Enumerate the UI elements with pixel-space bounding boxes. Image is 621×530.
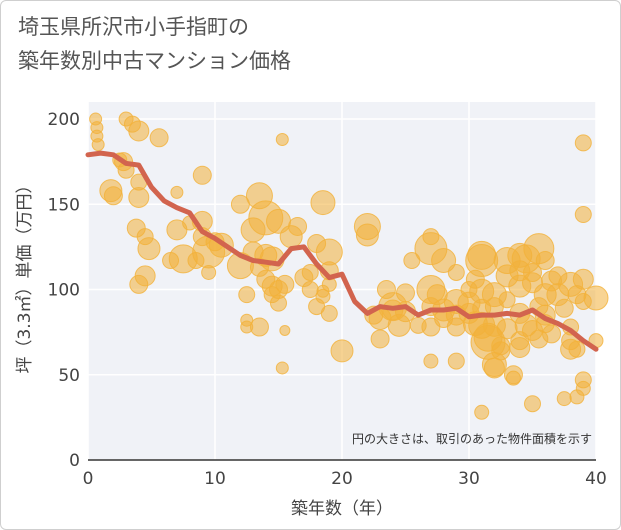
bubble-point	[316, 284, 330, 298]
bubble-point	[575, 380, 591, 396]
bubble-point	[91, 138, 105, 152]
x-tick-labels: 0 10 20 30 40	[83, 469, 607, 489]
x-tick-label: 30	[458, 469, 480, 489]
y-axis-label: 坪（3.3㎡）単価（万円）	[15, 176, 35, 373]
chart-title: 埼玉県所沢市小手指町の 築年数別中古マンション価格	[18, 10, 291, 78]
y-tick-label: 0	[69, 451, 80, 471]
bubble-point	[279, 324, 291, 336]
x-tick-label: 40	[585, 469, 607, 489]
y-tick-label: 100	[48, 281, 80, 301]
chart-title-line-2: 築年数別中古マンション価格	[18, 49, 291, 73]
bubble-point	[465, 244, 499, 278]
bubble-point	[103, 186, 123, 206]
bubble-point	[275, 133, 289, 147]
bubble-point	[554, 298, 574, 318]
bubble-point	[249, 317, 269, 337]
bubble-point	[330, 339, 354, 363]
bubble-point	[422, 228, 440, 246]
bubble-point	[509, 336, 531, 358]
bubble-point	[238, 286, 256, 304]
bubble-point	[310, 190, 336, 216]
bubble-point	[574, 206, 592, 224]
bubble-point	[447, 352, 465, 370]
bubble-point	[483, 357, 505, 379]
bubble-point	[275, 361, 289, 375]
bubble-point	[505, 370, 521, 386]
bubble-point	[370, 329, 390, 349]
bubble-point	[396, 283, 415, 303]
bubble-point	[498, 291, 516, 309]
bubble-point	[431, 248, 457, 274]
y-tick-label: 150	[48, 195, 80, 215]
x-tick-label: 10	[204, 469, 226, 489]
bubble-point	[301, 263, 319, 281]
bubble-point	[315, 238, 343, 266]
bubble-point	[288, 216, 308, 236]
y-tick-label: 50	[58, 366, 80, 386]
bubble-point	[128, 120, 150, 142]
bubble-point	[542, 324, 562, 344]
bubble-point	[355, 223, 379, 247]
bubble-point	[423, 353, 439, 369]
bubble-point	[491, 341, 511, 361]
bubble-point	[447, 263, 465, 281]
bubble-point	[137, 237, 161, 261]
bubble-point	[320, 304, 338, 322]
bubble-point	[583, 285, 609, 311]
y-tick-labels: 0 50 100 150 200	[48, 110, 80, 471]
bubble-point	[524, 395, 541, 413]
trend-line	[85, 150, 599, 352]
x-tick-label: 20	[331, 469, 353, 489]
bubble-point	[275, 274, 295, 294]
bubble-point	[574, 134, 592, 152]
bubble-point	[572, 268, 594, 290]
chart-title-line-1: 埼玉県所沢市小手指町の	[18, 15, 249, 39]
bubble-point	[201, 264, 217, 280]
bubble-point	[523, 262, 542, 282]
y-tick-label: 200	[48, 110, 80, 130]
bubble-point	[270, 294, 287, 312]
bubble-size-note: 円の大きさは、取引のあった物件面積を示す	[352, 431, 592, 446]
bubble-point	[192, 165, 212, 185]
bubble-point	[474, 404, 490, 420]
bubble-point	[134, 265, 156, 287]
bubble-point	[170, 185, 184, 199]
bubble-point	[535, 251, 555, 271]
x-axis-label: 築年数（年）	[291, 499, 393, 519]
bubble-point	[128, 186, 150, 208]
x-tick-label: 0	[83, 469, 94, 489]
bubble-point	[256, 269, 276, 289]
bubble-point	[149, 128, 169, 148]
bubble-point	[556, 391, 572, 407]
bubble-point	[568, 340, 586, 358]
